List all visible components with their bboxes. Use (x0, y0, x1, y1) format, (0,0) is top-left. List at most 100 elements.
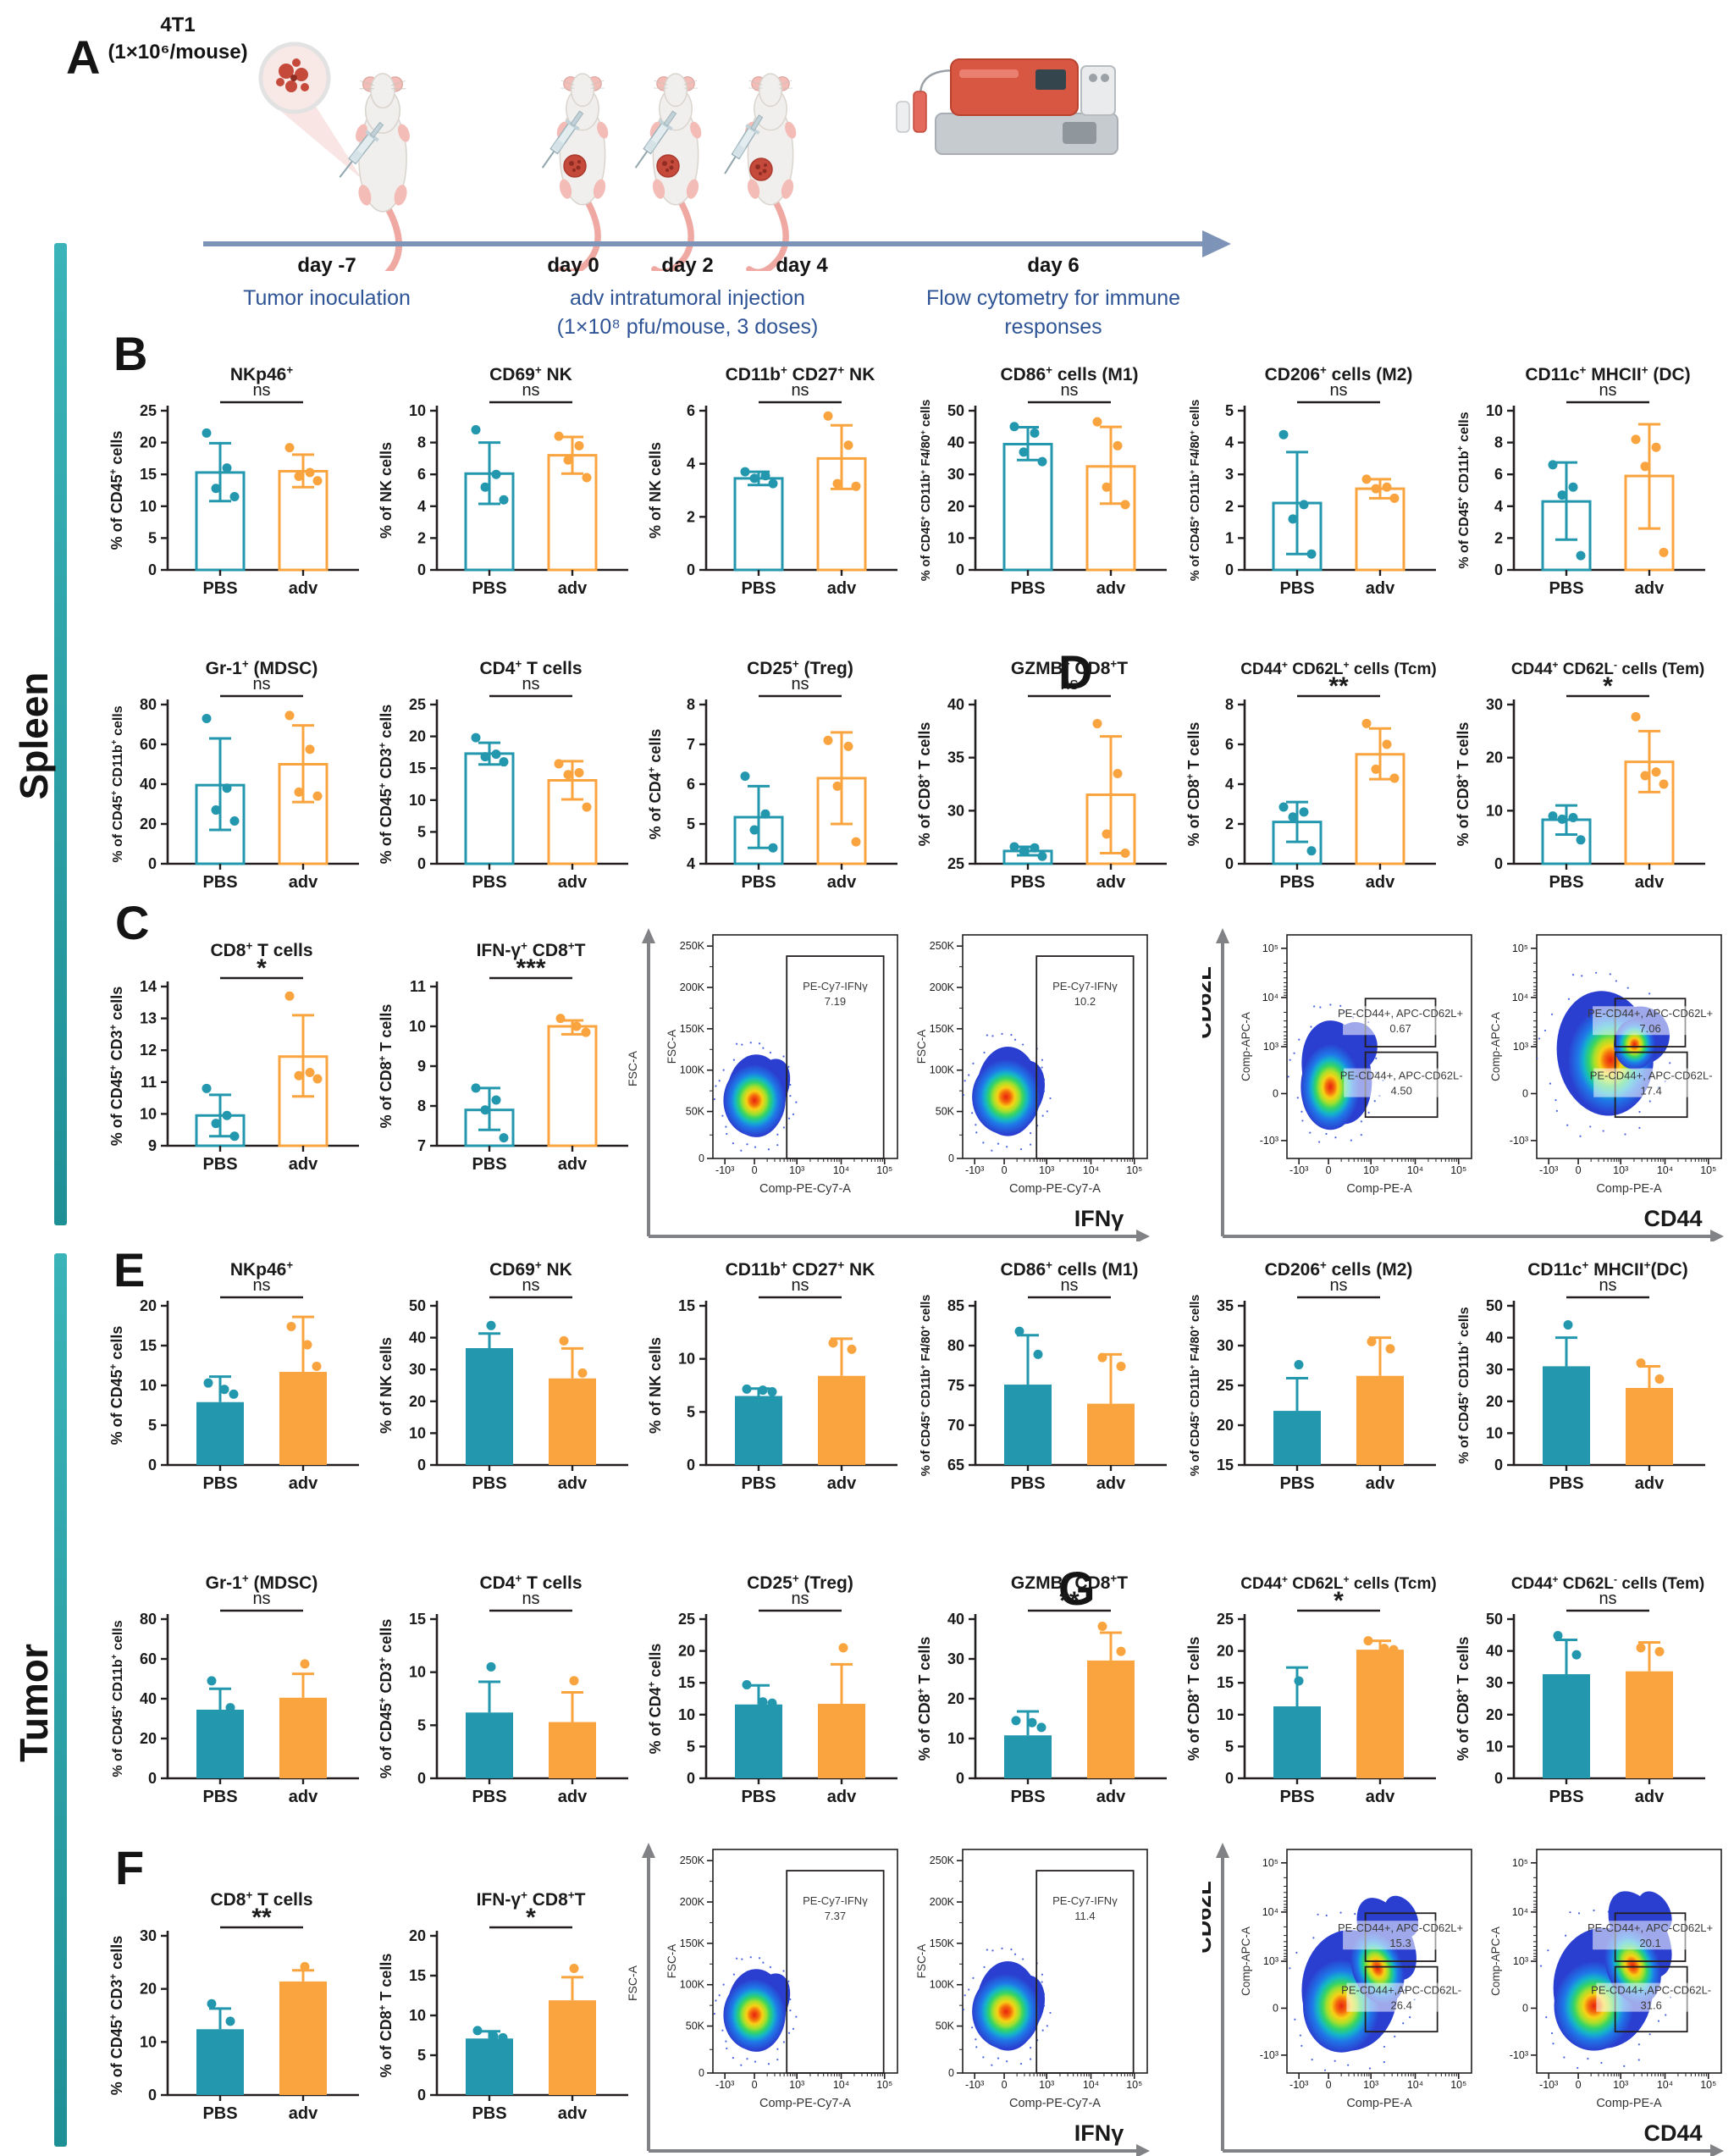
svg-text:0: 0 (417, 2087, 426, 2103)
svg-text:2: 2 (1225, 815, 1234, 832)
tumor-chart-cd69-nk: CD69+ NK 0 10 20 30 40 50 % of NK cells PBS adv ns (369, 1255, 638, 1520)
bar-pbs (1004, 1385, 1052, 1465)
svg-text:10⁵: 10⁵ (1700, 2079, 1716, 2091)
svg-text:% of CD45+ CD3+ cells: % of CD45+ CD3+ cells (108, 987, 125, 1147)
svg-text:10⁵: 10⁵ (1262, 943, 1278, 954)
svg-text:10: 10 (1486, 1738, 1503, 1755)
svg-text:PBS: PBS (741, 1474, 776, 1493)
svg-text:5: 5 (687, 815, 695, 832)
svg-text:15: 15 (409, 1611, 426, 1628)
svg-text:200K: 200K (680, 981, 705, 993)
timeline-caption: adv intratumoral injection (570, 286, 805, 310)
flow-plot-comp-pe-a-4: 10⁵ 10⁴ 10³ 0 -10³ -10³ 0 10³ 10⁴ 10⁵ Comp-APC-A Co… (1489, 934, 1722, 1196)
svg-text:% of NK cells: % of NK cells (378, 442, 395, 539)
svg-text:6: 6 (1225, 736, 1234, 753)
svg-text:15.3: 15.3 (1389, 1937, 1411, 1949)
svg-text:PE-CD44+, APC-CD62L+: PE-CD44+, APC-CD62L+ (1588, 1921, 1713, 1934)
svg-text:10³: 10³ (1263, 1955, 1278, 1967)
data-points-pbs (486, 1320, 496, 1330)
timeline-caption: (1×10⁸ pfu/mouse, 3 doses) (556, 315, 819, 339)
svg-text:% of CD45+ CD3+ cells: % of CD45+ CD3+ cells (378, 705, 395, 865)
cell-line-name: 4T1 (160, 14, 196, 36)
svg-text:15: 15 (409, 760, 426, 777)
svg-text:9: 9 (148, 1137, 157, 1154)
svg-text:40: 40 (1486, 1330, 1503, 1346)
svg-text:ns: ns (252, 675, 270, 694)
error-bar-pbs (209, 1687, 231, 1710)
svg-text:35: 35 (947, 749, 964, 766)
svg-text:ns: ns (1599, 1589, 1616, 1608)
svg-text:200K: 200K (930, 1896, 955, 1908)
svg-text:PBS: PBS (202, 579, 237, 598)
svg-text:**: ** (1059, 1587, 1080, 1615)
svg-text:20: 20 (1486, 1393, 1503, 1410)
svg-text:IFN-γ+ CD8+T: IFN-γ+ CD8+T (477, 1888, 586, 1910)
svg-text:0: 0 (148, 855, 157, 872)
bar-chart-gzmb-cd8-t: GZMB+ CD8+T 0 10 20 30 40 % of CD8+ T cells PBS… (916, 1572, 1167, 1806)
error-bar-pbs (1017, 426, 1039, 462)
data-points-pbs (1014, 1326, 1043, 1359)
bar-adv (1087, 1660, 1135, 1778)
svg-text:5: 5 (417, 823, 426, 840)
experiment-schematic (203, 41, 1231, 271)
svg-text:ns: ns (252, 381, 270, 400)
data-points-pbs (740, 771, 778, 853)
svg-text:CD4+ T cells: CD4+ T cells (479, 657, 582, 678)
significance-label: ns (489, 1589, 572, 1612)
svg-text:20: 20 (1486, 749, 1503, 766)
data-points-adv (1363, 1636, 1399, 1655)
svg-text:25: 25 (409, 696, 426, 713)
tumor-chart-gr-1-mdsc: Gr-1+ (MDSC) 0 20 40 60 80 % of CD45+ CD11b+ c… (100, 1568, 369, 1833)
bar-chart-cd44-cd62l-cells-tcm: CD44+ CD62L+ cells (Tcm) 0 2 4 6 8 % of CD8+ T… (1185, 659, 1437, 892)
flow-plot-comp-pe-cy7-a-6: 250K 200K 150K 100K 50K 0 -10³ 0 10³ 10⁴ 10⁵ FSC-A C… (915, 1849, 1148, 2110)
svg-text:20: 20 (140, 1981, 157, 1998)
bar-chart-cd4-t-cells: CD4+ T cells 0 5 10 15 20 25 % of CD45+ CD3+ ce… (378, 657, 628, 892)
svg-text:25: 25 (140, 402, 157, 419)
bar-pbs (1273, 1706, 1321, 1778)
svg-text:adv: adv (289, 2104, 318, 2123)
svg-text:adv: adv (289, 1474, 318, 1493)
data-points-adv (1097, 1621, 1126, 1656)
svg-text:10: 10 (140, 1377, 157, 1394)
svg-text:150K: 150K (930, 1938, 955, 1949)
svg-text:0: 0 (1494, 1457, 1503, 1473)
error-bar-pbs (1286, 800, 1308, 843)
significance-label: ** (1297, 672, 1380, 700)
svg-text:30: 30 (140, 1927, 157, 1944)
bar-chart-cd11b-cd27-nk: CD11b+ CD27+ NK 0 2 4 6 % of NK cells PBS adv ns (647, 363, 897, 598)
svg-text:5: 5 (417, 2047, 426, 2064)
error-bar-pbs (209, 737, 231, 832)
panel-letter-c: C (115, 896, 150, 949)
svg-text:ns: ns (1060, 1276, 1078, 1295)
svg-text:40: 40 (1486, 1643, 1503, 1660)
svg-text:NKp46+: NKp46+ (230, 1258, 294, 1280)
bar-adv (279, 1697, 327, 1778)
svg-text:8: 8 (1225, 696, 1234, 713)
bar-chart-ifn-cd8-t: IFN-γ+ CD8+T 0 5 10 15 20 % of CD8+ T cells PBS… (378, 1888, 628, 2123)
bar-chart-gr-1-mdsc: Gr-1+ (MDSC) 0 20 40 60 80 % of CD45+ CD11b+ c… (110, 657, 359, 892)
svg-text:PE-Cy7-IFNγ: PE-Cy7-IFNγ (1052, 1894, 1118, 1907)
svg-text:20: 20 (409, 1927, 426, 1944)
svg-text:FSC-A: FSC-A (915, 1030, 928, 1064)
data-points-adv (559, 1335, 588, 1378)
data-points-adv (300, 1659, 310, 1669)
svg-text:*: * (1603, 672, 1613, 700)
svg-text:50: 50 (409, 1297, 426, 1314)
tumor-chart-cd11c-mhcii-dc: CD11c+ MHCII+(DC) 0 10 20 30 40 50 % of CD45+ C… (1446, 1255, 1715, 1520)
spleen-chart-ifn-cd8-t: IFN-γ+ CD8+T 7 8 9 10 11 % of CD8+ T cells PBS a… (369, 936, 638, 1201)
svg-text:10: 10 (409, 1424, 426, 1441)
tumor-section-label: Tumor (12, 1644, 56, 1762)
svg-text:0: 0 (687, 1770, 695, 1787)
data-points-adv (554, 431, 592, 483)
bar-pbs (196, 1709, 244, 1778)
bar-chart-cd69-nk: CD69+ NK 0 2 4 6 8 10 % of NK cells PBS adv ns (378, 363, 628, 598)
svg-text:0: 0 (148, 561, 157, 578)
axis-arrows (1216, 1843, 1724, 2156)
significance-label: ns (489, 1276, 572, 1299)
data-points-pbs (1009, 422, 1047, 467)
svg-text:adv: adv (558, 873, 588, 892)
svg-text:10⁴: 10⁴ (1512, 1906, 1528, 1918)
svg-text:% of CD45+ CD11b+ F4/80+ cells: % of CD45+ CD11b+ F4/80+ cells (919, 1295, 933, 1477)
svg-text:25: 25 (1217, 1377, 1234, 1394)
svg-text:70: 70 (947, 1417, 964, 1434)
